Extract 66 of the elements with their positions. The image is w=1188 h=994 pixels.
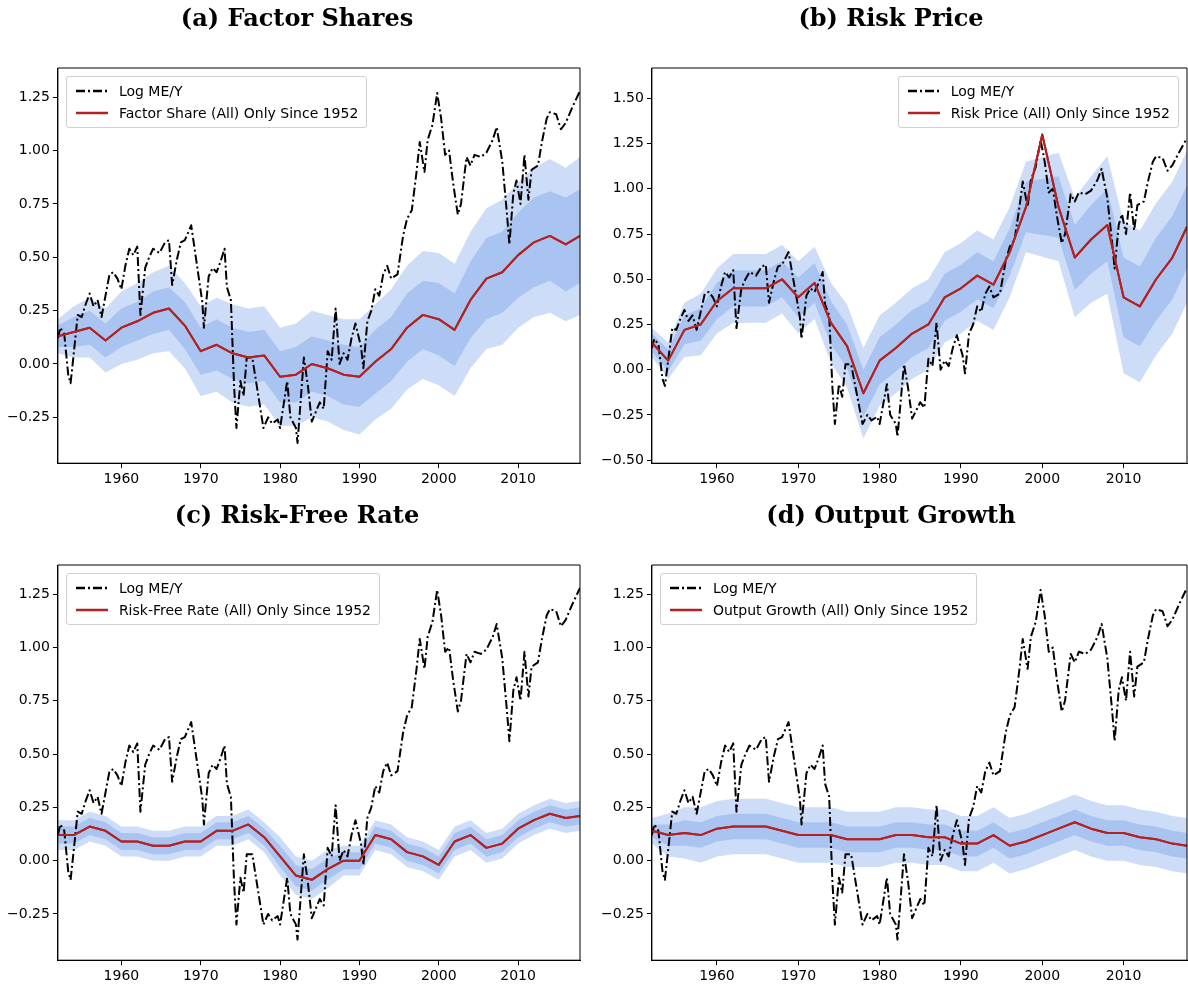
- y-tick-label: 0.25: [18, 798, 50, 814]
- chart-title: (a) Factor Shares: [179, 2, 415, 34]
- y-tick-label: 0.00: [18, 851, 50, 868]
- y-tick-label: 1.00: [612, 179, 644, 196]
- y-tick-label: −0.25: [601, 904, 644, 921]
- x-tick-label: 1960: [103, 967, 140, 984]
- x-tick-label: 1980: [861, 967, 898, 984]
- legend-label: Log ME/Y: [118, 580, 183, 596]
- y-tick-label: 0.75: [612, 224, 644, 241]
- x-tick-label: 1990: [341, 967, 378, 984]
- y-tick-label: 0.50: [612, 744, 644, 761]
- y-tick-label: 0.25: [612, 798, 644, 814]
- y-tick-label: 0.25: [612, 315, 644, 332]
- y-tick-label: 0.75: [18, 691, 50, 708]
- legend-label: Log ME/Y: [712, 580, 777, 596]
- y-tick-label: −0.25: [7, 407, 50, 424]
- y-tick-label: 1.00: [18, 638, 50, 655]
- legend-label: Risk Price (All) Only Since 1952: [950, 105, 1170, 121]
- y-tick-label: 0.75: [612, 691, 644, 708]
- x-tick-label: 1980: [262, 470, 298, 487]
- x-tick-label: 1970: [780, 470, 817, 487]
- legend-label: Output Growth (All) Only Since 1952: [712, 602, 969, 618]
- x-tick-label: 2000: [1024, 470, 1061, 487]
- x-tick-label: 2000: [1024, 967, 1061, 984]
- y-tick-label: 1.25: [612, 584, 644, 601]
- y-tick-label: −0.25: [601, 405, 644, 422]
- y-tick-label: 1.00: [18, 141, 50, 158]
- y-tick-label: 0.00: [612, 360, 644, 377]
- y-tick-label: 1.50: [612, 89, 644, 106]
- y-tick-label: 0.25: [18, 301, 50, 318]
- legend-label: Factor Share (All) Only Since 1952: [118, 105, 359, 121]
- y-tick-label: 0.50: [612, 269, 644, 286]
- x-tick-label: 2010: [500, 967, 536, 984]
- legend-label: Log ME/Y: [950, 83, 1015, 99]
- x-tick-label: 2000: [420, 470, 457, 487]
- y-tick-label: 0.00: [18, 354, 50, 371]
- y-tick-label: 0.00: [612, 851, 644, 868]
- x-tick-label: 1960: [699, 967, 735, 984]
- x-tick-label: 1990: [341, 470, 378, 487]
- y-tick-label: −0.25: [7, 904, 50, 921]
- x-tick-label: 2010: [1105, 470, 1142, 487]
- x-tick-label: 2010: [1105, 967, 1142, 984]
- y-tick-label: 0.50: [18, 744, 50, 761]
- chart-title: (b) Risk Price: [797, 2, 985, 34]
- y-tick-label: 0.75: [18, 194, 50, 211]
- legend-label: Log ME/Y: [118, 83, 183, 99]
- y-tick-label: 0.50: [18, 247, 50, 264]
- x-tick-label: 1990: [943, 967, 979, 984]
- y-tick-label: 1.25: [612, 134, 644, 151]
- y-tick-label: 1.25: [18, 87, 50, 104]
- x-tick-label: 1970: [182, 470, 219, 487]
- x-tick-label: 1980: [861, 470, 898, 487]
- x-tick-label: 1970: [182, 967, 219, 984]
- x-tick-label: 1960: [699, 470, 735, 487]
- y-tick-label: 1.00: [612, 638, 644, 655]
- x-tick-label: 2010: [500, 470, 536, 487]
- legend-label: Risk-Free Rate (All) Only Since 1952: [118, 602, 371, 618]
- chart-title: (c) Risk-Free Rate: [173, 499, 421, 531]
- x-tick-label: 2000: [420, 967, 457, 984]
- chart-title: (d) Output Growth: [765, 499, 1017, 531]
- x-tick-label: 1970: [780, 967, 817, 984]
- x-tick-label: 1980: [262, 967, 298, 984]
- y-tick-label: 1.25: [18, 584, 50, 601]
- x-tick-label: 1990: [943, 470, 979, 487]
- y-tick-label: −0.50: [601, 450, 644, 467]
- x-tick-label: 1960: [103, 470, 140, 487]
